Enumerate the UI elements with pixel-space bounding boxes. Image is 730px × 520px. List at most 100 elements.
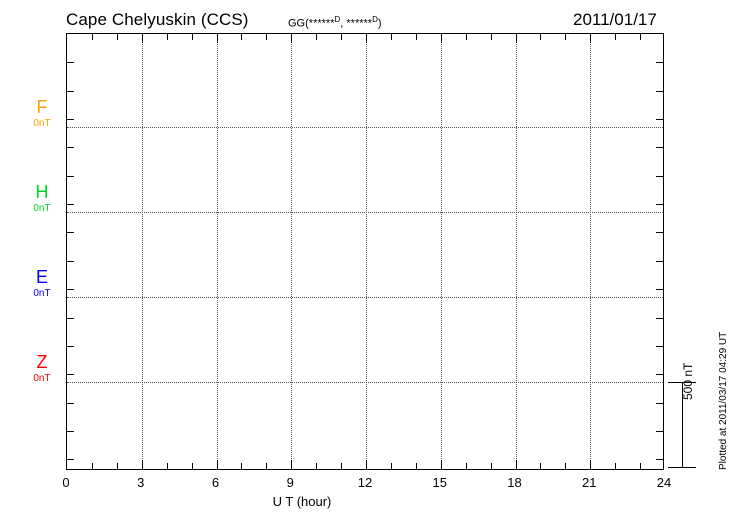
x-axis-tick-label: 24 [656,475,672,490]
y-axis-tick-right [656,289,663,290]
plotted-timestamp: Plotted at 2011/03/17 04:29 UT [718,331,729,470]
y-axis-tick [67,346,74,347]
x-axis-tick [515,460,517,469]
geographic-coordinates-label: GG(******D, ******D) [288,15,382,30]
y-axis-tick-right [656,374,663,375]
vertical-gridline [590,34,592,469]
baseline-gridline-f [67,127,663,128]
baseline-gridline-e [67,297,663,298]
y-axis-tick-right [656,204,663,205]
x-axis-tick-top [415,34,417,40]
x-axis-tick-top [191,34,193,40]
plot-area [66,33,664,470]
y-axis-tick [67,232,74,233]
component-baseline-value-e: 0nT [33,288,51,299]
x-axis-tick [241,463,243,469]
x-axis-tick-top [615,34,617,40]
component-label-e: E 0nT [20,268,64,299]
coord-separator: , [340,17,347,30]
component-baseline-value-f: 0nT [33,118,51,129]
component-letter-e: E [35,267,48,287]
y-axis-tick-right [656,91,663,92]
x-axis-tick [366,460,367,469]
x-axis-tick-top [440,34,442,43]
x-axis-tick-top [91,34,93,40]
coord-longitude-value: ****** [346,17,373,30]
coord-longitude-unit: D [372,15,378,24]
y-axis-tick [67,147,74,148]
y-axis-tick-right [656,318,663,319]
y-axis-tick [67,62,74,63]
x-axis-tick-top [590,34,592,43]
x-axis-tick [565,463,567,469]
y-axis-tick-right [656,176,663,177]
x-axis-tick-top [490,34,492,40]
y-axis-tick [67,289,74,290]
x-axis-tick-top [241,34,243,40]
vertical-gridline [366,34,367,469]
y-axis-tick [67,204,74,205]
component-letter-z: Z [36,352,48,372]
y-axis-tick [67,403,74,404]
x-axis-tick-label: 0 [62,475,70,490]
x-axis-tick-top [465,34,467,40]
y-axis-tick [67,318,74,319]
x-axis-tick-top [366,34,367,43]
scale-bar-label: 500 nT [681,362,695,400]
y-axis-tick [67,91,74,92]
y-axis-tick-right [656,346,663,347]
x-axis-tick-label: 15 [432,475,447,490]
coord-system-label: GG [288,17,306,30]
x-axis-tick [590,460,592,469]
x-axis-tick-top [515,34,517,43]
vertical-gridline [216,34,218,469]
component-letter-h: H [35,182,49,202]
x-axis-tick-top [390,34,392,40]
vertical-gridline [440,34,442,469]
y-axis-tick-right [656,261,663,262]
y-axis-tick-right [656,403,663,404]
x-axis-tick-top [266,34,268,40]
x-axis-tick-top [341,34,343,40]
component-label-h: H 0nT [20,183,64,214]
x-axis-tick-label: 9 [286,475,294,490]
vertical-gridline [515,34,517,469]
x-axis-title: U T (hour) [0,494,730,509]
x-axis-tick-top [316,34,318,40]
y-axis-tick [67,374,74,375]
x-axis-tick [415,463,417,469]
x-axis-tick-top [565,34,567,40]
baseline-gridline-z [67,382,663,383]
vertical-gridline [141,34,143,469]
x-axis-tick-label: 12 [357,475,373,490]
x-axis-tick [540,463,542,469]
scale-bar-line [682,382,683,467]
component-label-z: Z 0nT [20,353,64,384]
y-axis-tick [67,459,74,460]
y-axis-tick-right [656,119,663,120]
amplitude-scale-bar [668,382,696,468]
x-axis-tick-label: 18 [507,475,522,490]
component-baseline-value-h: 0nT [33,203,51,214]
x-axis-tick [316,463,318,469]
x-axis-tick [116,463,118,469]
x-axis-tick [490,463,492,469]
coord-close-paren: ) [377,17,382,30]
y-axis-tick [67,261,74,262]
y-axis-tick-right [656,232,663,233]
coord-latitude-unit: D [334,15,341,24]
x-axis-tick-top [116,34,118,40]
coord-open-paren: ( [305,17,309,30]
x-axis-tick-top [141,34,143,43]
x-axis-tick [465,463,467,469]
x-axis-tick [640,463,642,469]
y-axis-tick [67,176,74,177]
x-axis-title-text: U T (hour) [272,494,332,509]
x-axis-tick [291,460,293,469]
baseline-gridline-h [67,212,663,213]
component-label-f: F 0nT [20,98,64,129]
station-title: Cape Chelyuskin (CCS) [66,10,249,29]
x-axis-tick [191,463,193,469]
x-axis-tick [91,463,93,469]
